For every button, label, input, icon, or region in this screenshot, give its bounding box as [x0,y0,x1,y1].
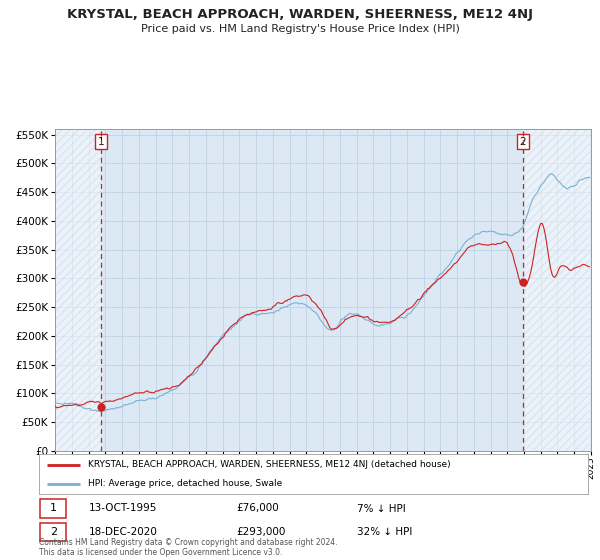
Text: Contains HM Land Registry data © Crown copyright and database right 2024.
This d: Contains HM Land Registry data © Crown c… [39,538,337,557]
Text: £76,000: £76,000 [236,503,280,514]
Text: 1: 1 [50,503,57,514]
Text: 2: 2 [519,137,526,147]
Text: KRYSTAL, BEACH APPROACH, WARDEN, SHEERNESS, ME12 4NJ (detached house): KRYSTAL, BEACH APPROACH, WARDEN, SHEERNE… [88,460,451,469]
Text: 13-OCT-1995: 13-OCT-1995 [88,503,157,514]
Text: 18-DEC-2020: 18-DEC-2020 [88,527,157,537]
Text: KRYSTAL, BEACH APPROACH, WARDEN, SHEERNESS, ME12 4NJ: KRYSTAL, BEACH APPROACH, WARDEN, SHEERNE… [67,8,533,21]
Text: £293,000: £293,000 [236,527,286,537]
Text: 7% ↓ HPI: 7% ↓ HPI [358,503,406,514]
FancyBboxPatch shape [40,522,67,542]
FancyBboxPatch shape [40,499,67,518]
Bar [523,129,590,451]
Point [518,278,527,287]
Text: 2: 2 [50,527,57,537]
Text: 1: 1 [98,137,104,147]
Text: 32% ↓ HPI: 32% ↓ HPI [358,527,413,537]
Point [97,403,106,412]
Text: HPI: Average price, detached house, Swale: HPI: Average price, detached house, Swal… [88,479,283,488]
Text: Price paid vs. HM Land Registry's House Price Index (HPI): Price paid vs. HM Land Registry's House … [140,24,460,34]
Bar [55,129,101,451]
